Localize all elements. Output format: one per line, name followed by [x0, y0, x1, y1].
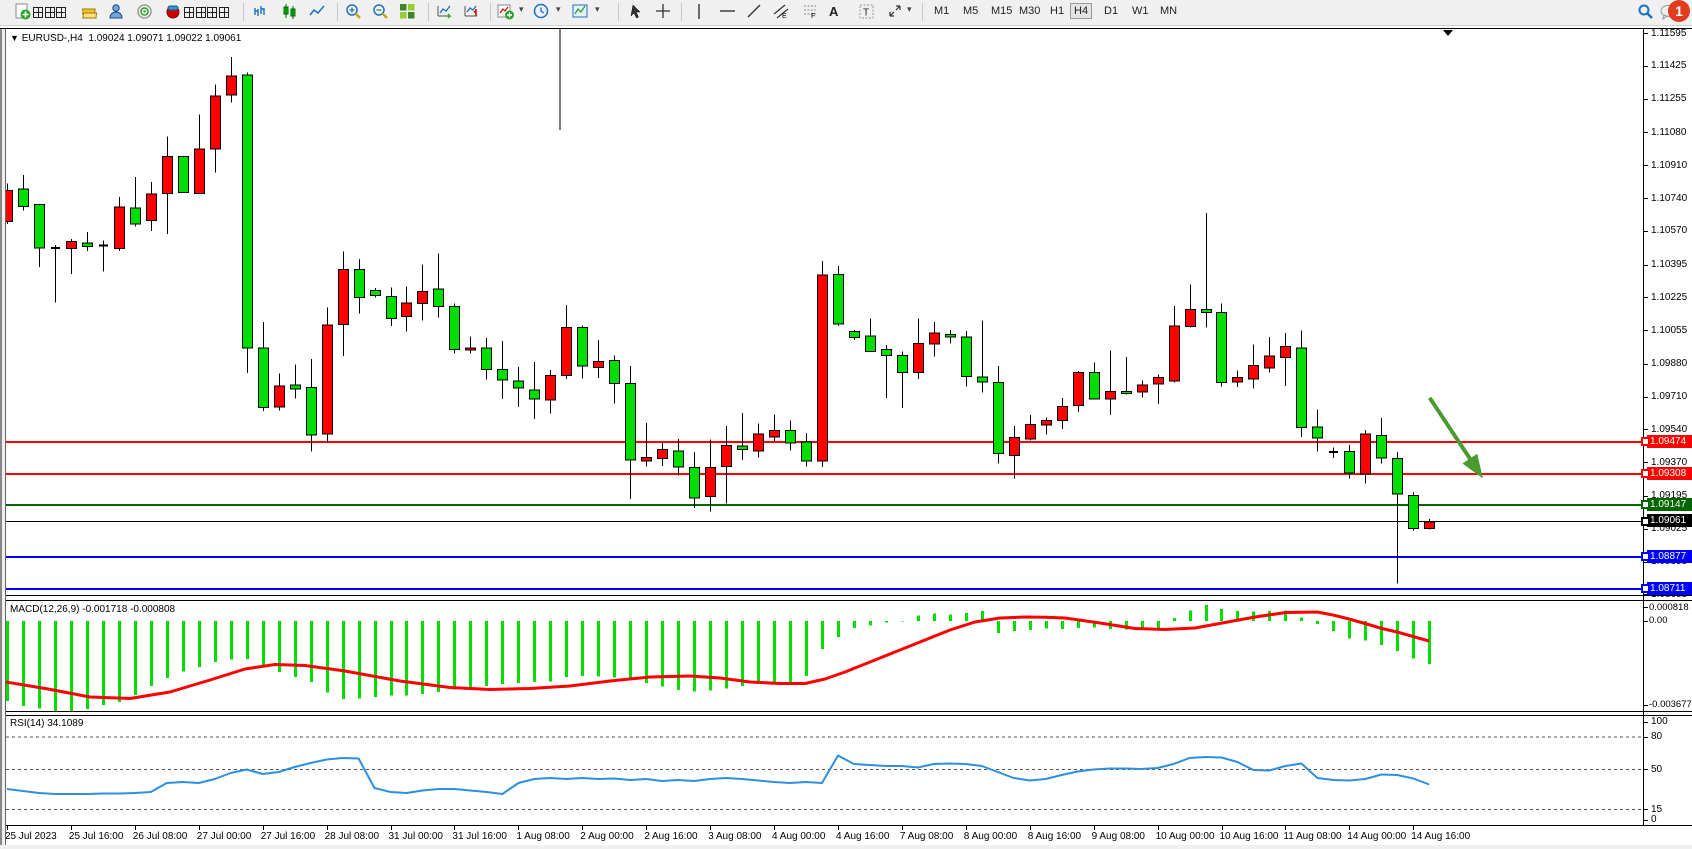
svg-text:T: T [863, 8, 869, 19]
svg-text:E: E [782, 13, 787, 20]
svg-text:F: F [811, 13, 815, 20]
